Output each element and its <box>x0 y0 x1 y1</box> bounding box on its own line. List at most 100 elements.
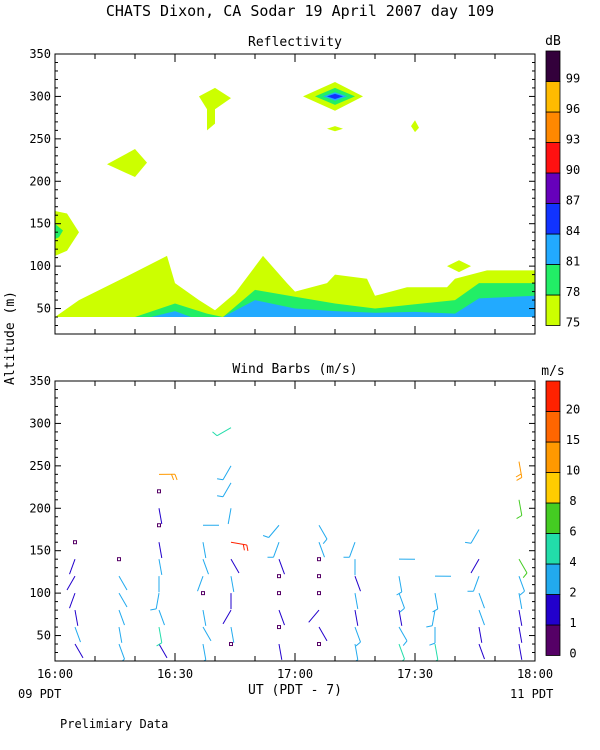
wind-barb <box>467 575 480 592</box>
colorbar-swatch <box>545 624 561 656</box>
wind-barb <box>354 626 361 647</box>
wind-barb <box>74 643 84 659</box>
wind-barb-calm <box>229 642 233 647</box>
wind-barb <box>398 626 408 646</box>
wind-barb-calm <box>277 574 281 579</box>
wind-barb-shaft <box>478 592 485 609</box>
wind-barb-flag <box>402 640 408 646</box>
y-tick-label: 50 <box>37 302 51 316</box>
wind-barb-shaft <box>118 592 128 608</box>
wind-barb-flag <box>262 535 269 538</box>
wind-barb <box>118 609 125 626</box>
wind-barb-shaft <box>278 643 283 660</box>
wind-barb-shaft <box>230 558 240 574</box>
x-tick-label: 16:00 <box>37 667 73 681</box>
wind-barb <box>518 558 528 579</box>
wind-barb <box>118 592 128 608</box>
wind-barb-calm <box>317 574 321 579</box>
wind-barb-shaft <box>318 524 328 540</box>
colorbar-label: 78 <box>566 285 580 299</box>
wind-barb-flag <box>246 544 249 551</box>
wind-barb-shaft <box>518 461 523 478</box>
wind-barb-flag <box>516 476 523 481</box>
wind-barb <box>222 609 232 625</box>
wind-barb-shaft <box>518 499 523 516</box>
reflectivity-contour-level-0 <box>411 120 419 133</box>
colorbar-label: 84 <box>566 224 580 238</box>
reflectivity-contour-level-0 <box>447 260 471 273</box>
wind-barb-flag <box>519 590 525 596</box>
wind-barb-shaft <box>118 609 125 626</box>
wind-barb <box>470 558 480 574</box>
y-tick-label: 350 <box>29 47 51 61</box>
colorbar-swatch <box>545 563 561 595</box>
wind-barb-shaft <box>69 592 76 609</box>
wind-barb-shaft <box>518 558 528 574</box>
y-tick-label: 300 <box>29 416 51 430</box>
wind-barb <box>478 592 485 609</box>
wind-barb-shaft <box>230 541 247 546</box>
wind-barb <box>518 610 523 626</box>
reflectivity-contour-level-0 <box>327 126 343 132</box>
reflectivity-panel: Reflectivity 50 100 150 200 250 300 350 dB 75 78 81… <box>29 34 580 335</box>
y-tick-label: 100 <box>29 586 51 600</box>
wind-barb <box>156 626 163 647</box>
wind-barb <box>230 576 235 592</box>
wind-barb <box>212 427 232 437</box>
wind-barb-shaft <box>354 575 361 592</box>
wind-barb <box>230 626 235 643</box>
wind-barb <box>434 643 439 661</box>
wind-barb-shaft <box>518 575 525 592</box>
wind-barb <box>354 610 359 626</box>
x-tick-label: 16:30 <box>157 667 193 681</box>
wind-barb <box>354 643 359 661</box>
y-tick-label: 200 <box>29 501 51 515</box>
wind-barb-shaft <box>227 508 232 525</box>
wind-barb-shaft <box>434 643 439 660</box>
reflectivity-contour-level-2 <box>151 295 535 317</box>
wind-barb-flag <box>121 658 125 661</box>
wind-barb <box>318 542 325 558</box>
wind-barb-shaft <box>518 643 523 660</box>
reflectivity-contour-level-0 <box>199 87 231 131</box>
start-local-time: 09 PDT <box>18 687 61 701</box>
colorbar-label: 2 <box>569 585 576 599</box>
wind-barb-shaft <box>158 559 163 575</box>
wind-barb-shaft <box>202 559 209 575</box>
y-tick-label: 250 <box>29 459 51 473</box>
colorbar-swatch <box>545 172 561 204</box>
wind-barb-flag <box>516 515 523 520</box>
wind-barb-shaft <box>354 626 361 643</box>
colorbar-label: 75 <box>566 315 580 329</box>
wind-barb <box>202 610 207 626</box>
colorbar-label: 6 <box>569 524 576 538</box>
wind-barb <box>118 626 123 643</box>
colorbar-label: 96 <box>566 102 580 116</box>
wind-barb-shaft <box>273 542 280 558</box>
wind-barb-flag <box>217 495 224 498</box>
wind-barb <box>398 643 405 661</box>
wind-barb-shaft <box>470 558 480 574</box>
wind-barb-flag <box>212 431 218 437</box>
colorbar-label: 4 <box>569 555 576 569</box>
wind-barb <box>202 643 207 661</box>
colorbar-label: 1 <box>569 616 576 630</box>
wind-barb-calm <box>157 489 161 494</box>
wind-barb <box>398 610 403 626</box>
panel-title: Wind Barbs (m/s) <box>232 362 357 377</box>
wind-barb-shaft <box>268 524 280 538</box>
wind-barb <box>429 627 436 646</box>
wind-barb-flag <box>432 608 439 613</box>
wind-barb-calm <box>117 557 121 562</box>
wind-barb-flag <box>429 642 436 646</box>
colorbar-swatch <box>545 441 561 473</box>
wind-barb <box>267 542 280 558</box>
wind-barb <box>478 609 485 626</box>
y-tick-label: 100 <box>29 259 51 273</box>
wind-barb <box>74 626 81 643</box>
wind-barb <box>202 626 212 642</box>
wind-barb-flag <box>401 658 405 661</box>
wind-barb <box>118 575 128 591</box>
wind-barb-flag <box>399 607 405 613</box>
